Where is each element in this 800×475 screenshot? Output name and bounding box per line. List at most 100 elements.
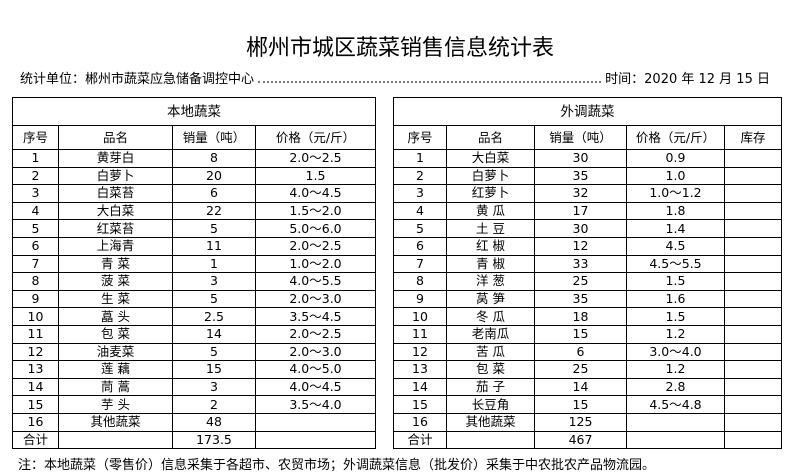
cell: 红萝卜 <box>446 184 535 203</box>
cell: 30 <box>534 149 627 168</box>
cell: 黄 瓜 <box>446 201 535 221</box>
cell: 1 <box>393 149 447 168</box>
table-row: 15 芋 头 2 3.5～4.0 15 长豆角 15 4.5～4.8 <box>12 395 782 414</box>
table-row: 序号 品名 销量（吨） 价格（元/斤） 序号 品名 销量（吨） 价格（元/斤） 库存 <box>12 125 782 150</box>
cell <box>626 430 725 450</box>
cell: 6 <box>172 184 256 203</box>
cell <box>724 184 782 203</box>
cell: 16 <box>12 412 59 432</box>
cell: 库存 <box>724 125 782 150</box>
cell: 12 <box>534 236 627 256</box>
cell: 25 <box>534 360 627 379</box>
cell: 5 <box>172 219 256 238</box>
cell: 35 <box>534 289 627 309</box>
cell: 2.0～2.5 <box>255 324 376 344</box>
cell: 14 <box>12 377 59 397</box>
spacer-cell <box>375 290 394 308</box>
cell <box>724 324 782 344</box>
spacer-cell <box>375 360 394 379</box>
cell: 序号 <box>393 125 447 150</box>
unit: 统计单位：郴州市蔬菜应急储备调控中心 <box>20 72 255 87</box>
spacer-cell <box>375 272 394 291</box>
cell: 15 <box>12 395 59 414</box>
cell: 22 <box>172 201 256 221</box>
cell: 1.2 <box>626 324 725 344</box>
spacer-cell <box>375 413 394 431</box>
cell: 3.5～4.5 <box>255 307 376 326</box>
cell: 土 豆 <box>446 219 535 238</box>
table-row: 本地蔬菜 外调蔬菜 <box>12 97 782 126</box>
spacer-cell <box>375 255 394 273</box>
cell: 15 <box>534 324 627 344</box>
cell: 外调蔬菜 <box>393 97 782 126</box>
cell: 茼 蒿 <box>58 377 173 397</box>
cell: 红 椒 <box>446 236 535 256</box>
cell: 32 <box>534 184 627 203</box>
cell: 上海青 <box>58 236 173 256</box>
cell: 本地蔬菜 <box>12 97 376 126</box>
cell: 1.0 <box>626 166 725 186</box>
cell: 菠 菜 <box>58 272 173 291</box>
cell: 1 <box>12 149 59 168</box>
spacer-cell <box>375 325 394 344</box>
cell: 3 <box>12 184 59 203</box>
cell: 5 <box>12 219 59 238</box>
subheader: 统计单位：郴州市蔬菜应急储备调控中心 时间：2020 年 12 月 15 日 <box>20 68 770 87</box>
cell: 7 <box>12 254 59 274</box>
cell: 大白菜 <box>58 201 173 221</box>
cell: 黄芽白 <box>58 149 173 168</box>
cell: 8 <box>12 272 59 291</box>
cell: 青 椒 <box>446 254 535 274</box>
cell: 2.0～3.0 <box>255 342 376 362</box>
cell: 4 <box>12 201 59 221</box>
cell: 1.4 <box>626 219 725 238</box>
cell: 1.5 <box>626 272 725 291</box>
cell: 11 <box>12 324 59 344</box>
cell: 长豆角 <box>446 395 535 414</box>
cell: 白菜苔 <box>58 184 173 203</box>
cell: 13 <box>393 360 447 379</box>
cell <box>724 342 782 362</box>
spacer-cell <box>375 184 394 203</box>
cell <box>446 430 535 450</box>
cell: 0.9 <box>626 149 725 168</box>
cell: 15 <box>172 360 256 379</box>
cell: 2.0～3.0 <box>255 289 376 309</box>
spacer-cell <box>375 97 394 126</box>
cell: 20 <box>172 166 256 186</box>
cell: 1.8 <box>626 201 725 221</box>
cell <box>724 149 782 168</box>
cell: 1 <box>172 254 256 274</box>
cell: 35 <box>534 166 627 186</box>
cell: 1.2 <box>626 360 725 379</box>
cell <box>724 201 782 221</box>
cell: 14 <box>172 324 256 344</box>
cell: 10 <box>12 307 59 326</box>
cell: 老南瓜 <box>446 324 535 344</box>
table-row: 合计 173.5 合计 467 <box>12 430 782 450</box>
cell: 青 菜 <box>58 254 173 274</box>
cell: 48 <box>172 412 256 432</box>
cell: 15 <box>534 395 627 414</box>
spacer-cell <box>375 431 394 449</box>
cell: 2.5 <box>172 307 256 326</box>
title: 郴州市城区蔬菜销售信息统计表 <box>245 36 554 61</box>
cell: 16 <box>393 412 447 432</box>
table-row: 12 油麦菜 5 2.0～3.0 12 苦 瓜 6 3.0～4.0 <box>12 342 782 362</box>
cell: 生 菜 <box>58 289 173 309</box>
cell <box>255 430 376 450</box>
cell: 173.5 <box>172 430 256 450</box>
table-row: 2 白萝卜 20 1.5 2 白萝卜 35 1.0 <box>12 166 782 186</box>
cell: 2 <box>172 395 256 414</box>
spacer-cell <box>375 307 394 326</box>
cell: 11 <box>172 236 256 256</box>
cell: 洋 葱 <box>446 272 535 291</box>
cell: 33 <box>534 254 627 274</box>
spacer-cell <box>375 378 394 396</box>
cell: 4.0～4.5 <box>255 377 376 397</box>
cell: 13 <box>12 360 59 379</box>
cell <box>724 430 782 450</box>
table: 本地蔬菜 外调蔬菜 序号 品名 销量（吨） 价格（元/斤） 序号 品名 销量（吨） 价格（元/斤）… <box>12 97 782 450</box>
spacer-cell <box>375 202 394 220</box>
